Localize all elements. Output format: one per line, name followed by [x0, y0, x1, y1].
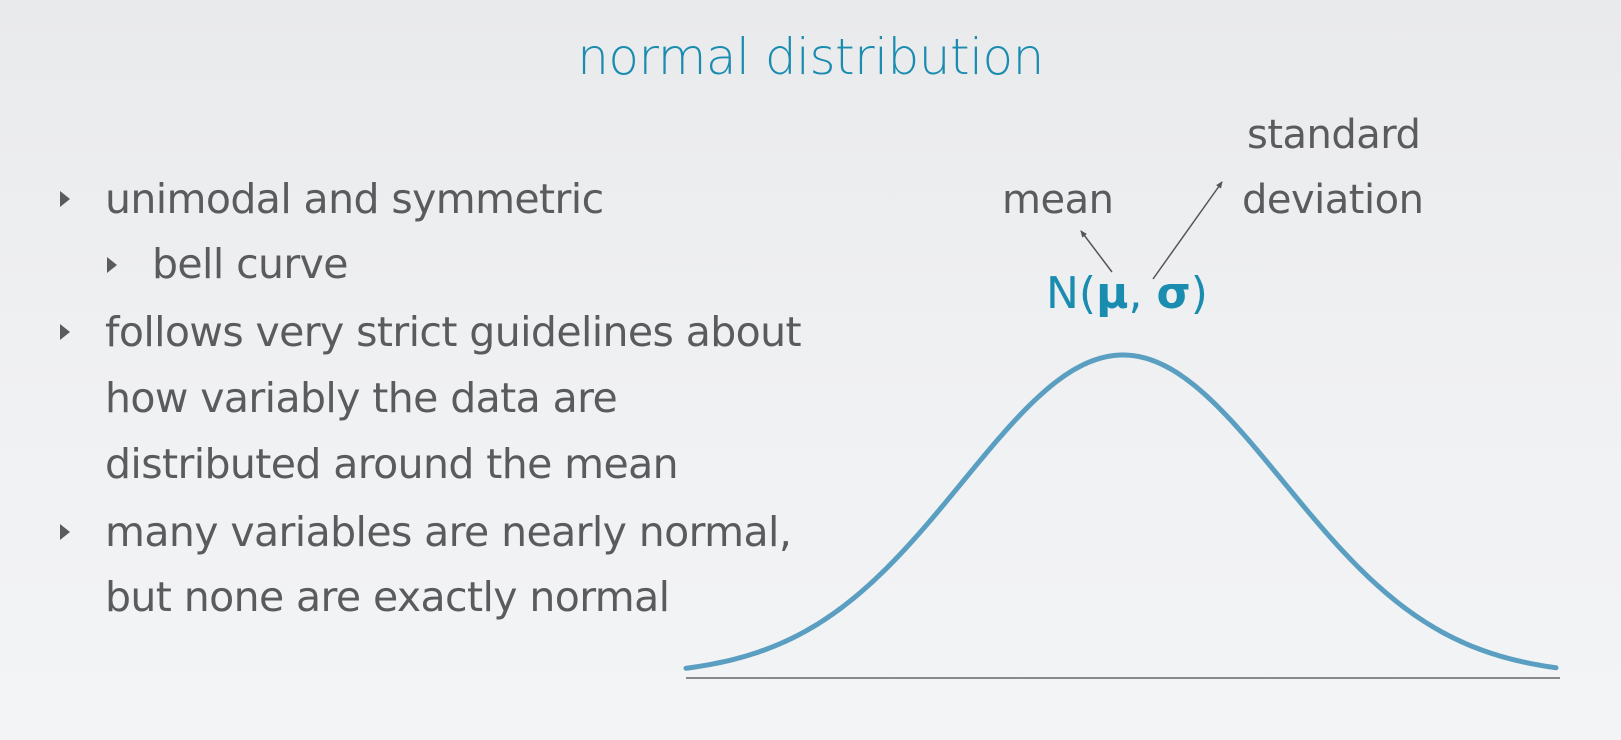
sigma-symbol: σ: [1156, 268, 1191, 319]
bullet-list: unimodal and symmetric bell curve follow…: [55, 0, 815, 740]
bullet-marker: [60, 524, 70, 540]
sd-label-line1: standard: [1247, 112, 1421, 158]
bullet-text: but none are exactly normal: [105, 573, 670, 621]
bullet-marker: [60, 191, 70, 207]
sub-bullet-marker: [107, 257, 117, 273]
bullet-text: many variables are nearly normal,: [105, 508, 792, 556]
notation-sep: ,: [1128, 268, 1157, 319]
notation-suffix: ): [1190, 268, 1208, 319]
distribution-notation: N(μ, σ): [1046, 268, 1208, 319]
slide-title: normal distribution: [577, 28, 1044, 86]
mean-arrow: [1080, 230, 1113, 273]
bullet-marker: [60, 324, 70, 340]
sub-bullet-text: bell curve: [152, 240, 349, 288]
sd-arrow: [1152, 181, 1223, 280]
bell-curve: [683, 352, 1559, 671]
sd-label-line2: deviation: [1242, 177, 1424, 223]
notation-prefix: N(: [1046, 268, 1097, 319]
bullet-text: how variably the data are: [105, 374, 618, 422]
mean-label: mean: [1002, 177, 1114, 223]
bullet-text: distributed around the mean: [105, 440, 679, 488]
mu-symbol: μ: [1096, 268, 1129, 319]
bullet-text: follows very strict guidelines about: [105, 308, 802, 356]
bullet-text: unimodal and symmetric: [105, 175, 604, 223]
